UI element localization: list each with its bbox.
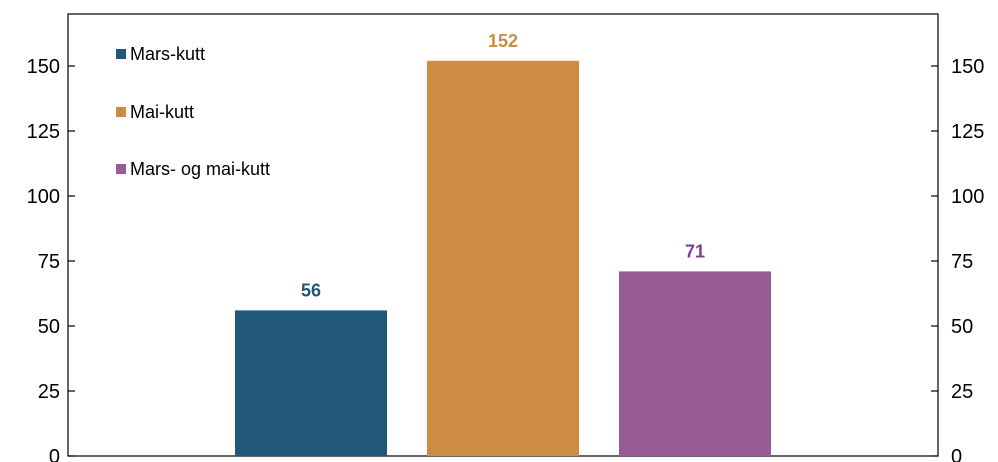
right-y-tick-label: 0	[951, 446, 962, 462]
left-y-tick-label: 150	[27, 56, 60, 78]
right-y-tick-label: 25	[951, 381, 973, 403]
legend-swatch	[116, 49, 126, 59]
right-y-tick-label: 50	[951, 316, 973, 338]
data-labels-group: 56 152 71	[301, 31, 705, 301]
bar-3	[619, 271, 771, 456]
bar-value-label: 56	[301, 280, 321, 300]
right-y-axis: 0 25 50 75 100 125 150	[931, 56, 984, 462]
legend-label: Mars- og mai-kutt	[130, 159, 270, 179]
bar-value-label: 152	[488, 31, 518, 51]
left-y-tick-label: 25	[38, 381, 60, 403]
bars-group	[235, 60, 771, 457]
left-y-tick-label: 0	[49, 446, 60, 462]
left-y-tick-label: 50	[38, 316, 60, 338]
legend-label: Mai-kutt	[130, 102, 194, 122]
bar-2	[427, 60, 579, 457]
bar-1	[235, 310, 387, 456]
legend-swatch	[116, 164, 126, 174]
left-y-axis: 0 25 50 75 100 125 150	[27, 56, 75, 462]
bar-value-label: 71	[685, 241, 705, 261]
legend: Mars-kutt Mai-kutt Mars- og mai-kutt	[116, 44, 270, 179]
right-y-tick-label: 150	[951, 56, 984, 78]
left-y-tick-label: 100	[27, 186, 60, 208]
legend-label: Mars-kutt	[130, 44, 205, 64]
right-y-tick-label: 75	[951, 251, 973, 273]
legend-swatch	[116, 107, 126, 117]
right-y-tick-label: 125	[951, 121, 984, 143]
left-y-tick-label: 75	[38, 251, 60, 273]
right-y-tick-label: 100	[951, 186, 984, 208]
left-y-tick-label: 125	[27, 121, 60, 143]
